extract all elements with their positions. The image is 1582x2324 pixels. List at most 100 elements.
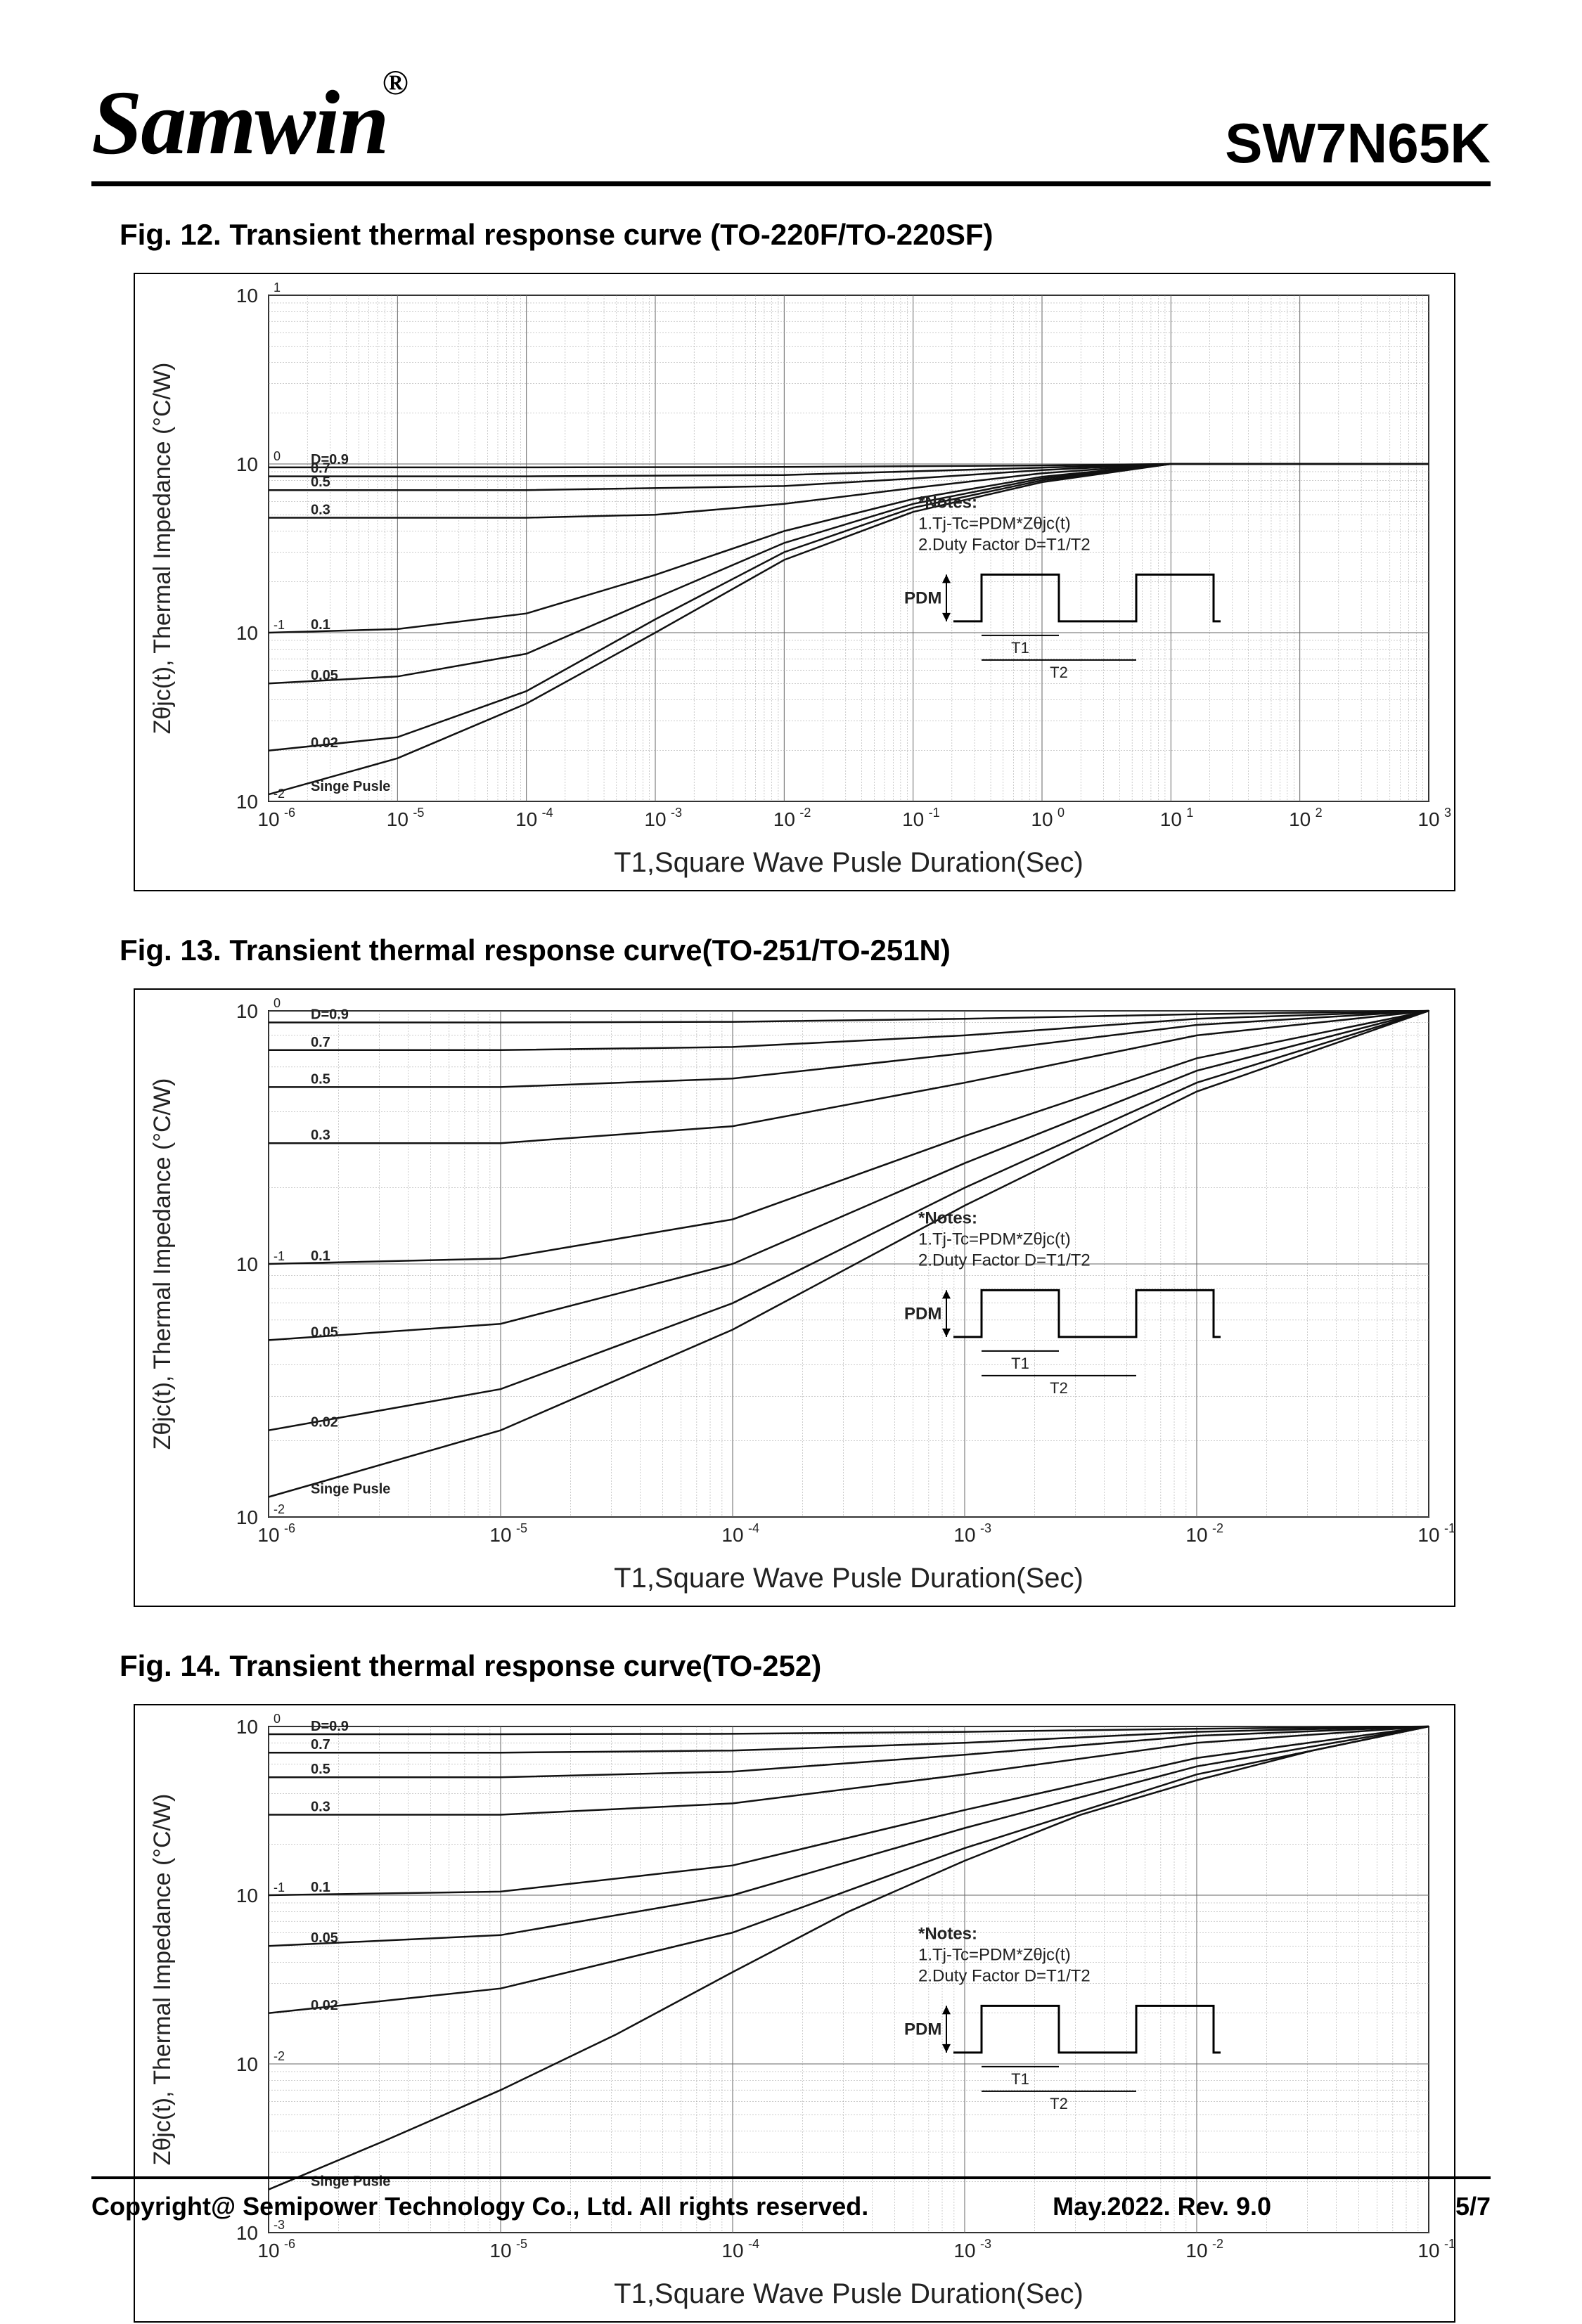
svg-text:2: 2 <box>1316 806 1323 820</box>
svg-text:-4: -4 <box>748 1521 759 1535</box>
svg-text:1.Tj-Tc=PDM*Zθjc(t): 1.Tj-Tc=PDM*Zθjc(t) <box>918 1945 1071 1964</box>
logo-text: Samwin <box>91 72 388 174</box>
svg-text:Singe Pusle: Singe Pusle <box>311 779 390 794</box>
footer-date-rev: May.2022. Rev. 9.0 <box>1053 2192 1271 2221</box>
svg-text:10: 10 <box>773 808 795 830</box>
svg-text:10: 10 <box>236 285 258 306</box>
svg-text:*Notes:: *Notes: <box>918 1208 977 1227</box>
svg-text:10: 10 <box>1417 2240 1439 2261</box>
svg-text:10: 10 <box>721 2240 743 2261</box>
svg-text:T1,Square Wave Pusle Duration(: T1,Square Wave Pusle Duration(Sec) <box>614 2278 1083 2309</box>
svg-text:0.5: 0.5 <box>311 1071 330 1087</box>
svg-text:10: 10 <box>515 808 537 830</box>
fig12-chart: 10-610-510-410-310-210-110010110210310-2… <box>134 273 1491 891</box>
svg-text:0.3: 0.3 <box>311 1128 330 1143</box>
svg-text:10: 10 <box>1289 808 1311 830</box>
svg-text:10: 10 <box>236 2053 258 2075</box>
svg-text:0: 0 <box>274 449 281 463</box>
svg-text:Singe Pusle: Singe Pusle <box>311 1481 390 1497</box>
svg-text:-4: -4 <box>748 2237 759 2251</box>
figure-title: Fig. 12. Transient thermal response curv… <box>120 218 1491 252</box>
svg-text:-2: -2 <box>799 806 811 820</box>
svg-text:2.Duty Factor D=T1/T2: 2.Duty Factor D=T1/T2 <box>918 1966 1091 1985</box>
svg-text:PDM: PDM <box>904 2020 941 2039</box>
svg-text:D=0.9: D=0.9 <box>311 1719 349 1734</box>
svg-text:0.05: 0.05 <box>311 668 338 683</box>
svg-text:10: 10 <box>257 2240 279 2261</box>
footer-page: 5/7 <box>1455 2192 1491 2221</box>
page-footer: Copyright@ Semipower Technology Co., Ltd… <box>91 2176 1491 2221</box>
svg-text:0.05: 0.05 <box>311 1930 338 1946</box>
svg-text:2.Duty Factor D=T1/T2: 2.Duty Factor D=T1/T2 <box>918 1251 1091 1270</box>
svg-text:10: 10 <box>236 1506 258 1528</box>
svg-text:10: 10 <box>721 1524 743 1546</box>
svg-text:D=0.9: D=0.9 <box>311 1007 349 1022</box>
svg-text:0.3: 0.3 <box>311 503 330 518</box>
svg-text:10: 10 <box>236 1000 258 1022</box>
svg-text:-2: -2 <box>1212 2237 1223 2251</box>
svg-text:0.02: 0.02 <box>311 735 338 751</box>
svg-text:10: 10 <box>1160 808 1182 830</box>
svg-text:0.02: 0.02 <box>311 1998 338 2013</box>
page-header: Samwin® SW7N65K <box>91 70 1491 186</box>
svg-text:-3: -3 <box>671 806 682 820</box>
svg-text:10: 10 <box>953 1524 975 1546</box>
svg-text:-1: -1 <box>274 1249 285 1263</box>
fig14-chart: 10-610-510-410-310-210-110-310-210-1100D… <box>134 1704 1491 2323</box>
svg-text:-1: -1 <box>929 806 940 820</box>
svg-text:0.7: 0.7 <box>311 1035 330 1050</box>
svg-text:10: 10 <box>1185 2240 1207 2261</box>
figure-title: Fig. 13. Transient thermal response curv… <box>120 934 1491 967</box>
svg-text:-2: -2 <box>274 787 285 801</box>
svg-text:0.05: 0.05 <box>311 1324 338 1340</box>
figure-title: Fig. 14. Transient thermal response curv… <box>120 1649 1491 1683</box>
svg-text:-1: -1 <box>1444 1521 1455 1535</box>
svg-text:-3: -3 <box>980 1521 991 1535</box>
svg-text:-6: -6 <box>284 2237 295 2251</box>
company-logo: Samwin® <box>91 70 413 176</box>
svg-text:10: 10 <box>236 1885 258 1906</box>
svg-text:10: 10 <box>1417 1524 1439 1546</box>
svg-text:-1: -1 <box>1444 2237 1455 2251</box>
svg-text:T1,Square Wave Pusle Duration(: T1,Square Wave Pusle Duration(Sec) <box>614 1563 1083 1594</box>
svg-text:10: 10 <box>1185 1524 1207 1546</box>
svg-text:10: 10 <box>236 791 258 813</box>
svg-text:10: 10 <box>236 622 258 644</box>
svg-text:-5: -5 <box>413 806 424 820</box>
svg-text:*Notes:: *Notes: <box>918 1924 977 1943</box>
footer-copyright: Copyright@ Semipower Technology Co., Ltd… <box>91 2192 868 2221</box>
svg-text:1: 1 <box>274 280 281 295</box>
svg-text:10: 10 <box>257 1524 279 1546</box>
svg-text:1: 1 <box>1186 806 1193 820</box>
svg-text:-2: -2 <box>274 1502 285 1516</box>
svg-text:10: 10 <box>236 2222 258 2244</box>
svg-text:10: 10 <box>902 808 924 830</box>
svg-text:1.Tj-Tc=PDM*Zθjc(t): 1.Tj-Tc=PDM*Zθjc(t) <box>918 1229 1071 1248</box>
svg-text:10: 10 <box>953 2240 975 2261</box>
svg-text:-1: -1 <box>274 1880 285 1894</box>
svg-text:0.3: 0.3 <box>311 1799 330 1814</box>
svg-text:T1: T1 <box>1011 639 1029 657</box>
svg-text:-5: -5 <box>516 2237 527 2251</box>
svg-text:3: 3 <box>1444 806 1451 820</box>
svg-text:0.5: 0.5 <box>311 475 330 490</box>
svg-text:10: 10 <box>236 453 258 475</box>
svg-text:10: 10 <box>1031 808 1053 830</box>
svg-text:10: 10 <box>1417 808 1439 830</box>
svg-text:*Notes:: *Notes: <box>918 493 977 512</box>
svg-text:-1: -1 <box>274 618 285 632</box>
svg-text:1.Tj-Tc=PDM*Zθjc(t): 1.Tj-Tc=PDM*Zθjc(t) <box>918 514 1071 533</box>
svg-text:0: 0 <box>1057 806 1065 820</box>
svg-text:Zθjc(t), Thermal Impedance (°C: Zθjc(t), Thermal Impedance (°C/W) <box>149 1078 176 1450</box>
svg-text:0: 0 <box>274 1712 281 1726</box>
svg-text:2.Duty Factor D=T1/T2: 2.Duty Factor D=T1/T2 <box>918 535 1091 554</box>
svg-text:0: 0 <box>274 996 281 1010</box>
svg-text:10: 10 <box>236 1716 258 1738</box>
svg-text:T1: T1 <box>1011 2070 1029 2088</box>
figures-container: Fig. 12. Transient thermal response curv… <box>91 218 1491 2323</box>
svg-text:-6: -6 <box>284 1521 295 1535</box>
svg-text:10: 10 <box>387 808 409 830</box>
svg-text:10: 10 <box>236 1253 258 1275</box>
svg-text:10: 10 <box>257 808 279 830</box>
logo-trademark: ® <box>382 63 407 102</box>
